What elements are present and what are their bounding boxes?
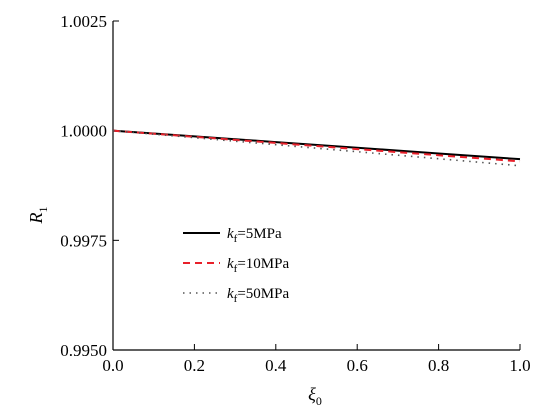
legend: kf=5MPa kf=10MPa kf=50MPa	[183, 226, 289, 305]
y-tick-label: 0.9975	[60, 231, 107, 250]
legend-entry-10mpa: kf=10MPa	[183, 256, 289, 275]
legend-value: =50MPa	[237, 286, 289, 302]
x-axis-label: ξ0	[308, 384, 322, 408]
series-line-1	[112, 129, 521, 163]
legend-sub: f	[234, 233, 238, 245]
y-tick-label: 1.0025	[60, 12, 107, 31]
legend-entry-50mpa: kf=50MPa	[183, 286, 289, 305]
legend-label-50mpa: kf=50MPa	[227, 286, 289, 305]
y-tick-label: 1.0000	[60, 122, 107, 141]
legend-sub: f	[234, 293, 238, 305]
y-axis-label-sub: 1	[36, 207, 50, 213]
series-line-0	[112, 129, 521, 161]
series-lines	[112, 129, 521, 167]
x-tick-label: 1.0	[509, 356, 530, 375]
legend-value: =10MPa	[237, 256, 289, 272]
legend-label-5mpa: kf=5MPa	[227, 226, 282, 245]
legend-label-10mpa: kf=10MPa	[227, 256, 289, 275]
legend-k: k	[227, 286, 234, 302]
legend-entry-5mpa: kf=5MPa	[183, 226, 282, 245]
x-tick-label: 0.6	[347, 356, 368, 375]
x-tick-label: 0.2	[184, 356, 205, 375]
legend-k: k	[227, 256, 234, 272]
ticks: 0.0 0.2 0.4 0.6 0.8 1.0 0.9950 0.9975 1.0000 1.00…	[60, 12, 530, 375]
legend-k: k	[227, 226, 234, 242]
x-axis-label-sub: 0	[316, 394, 322, 408]
x-tick-label: 0.4	[265, 356, 287, 375]
x-axis-label-base: ξ	[308, 384, 316, 404]
legend-sub: f	[234, 263, 238, 275]
y-axis-label-base: R	[26, 213, 46, 225]
y-axis-label: R1	[26, 207, 50, 225]
x-tick-label: 0.0	[102, 356, 123, 375]
axes	[112, 21, 520, 351]
x-tick-label: 0.8	[428, 356, 449, 375]
legend-value: =5MPa	[237, 226, 282, 242]
y-tick-label: 0.9950	[60, 341, 107, 360]
